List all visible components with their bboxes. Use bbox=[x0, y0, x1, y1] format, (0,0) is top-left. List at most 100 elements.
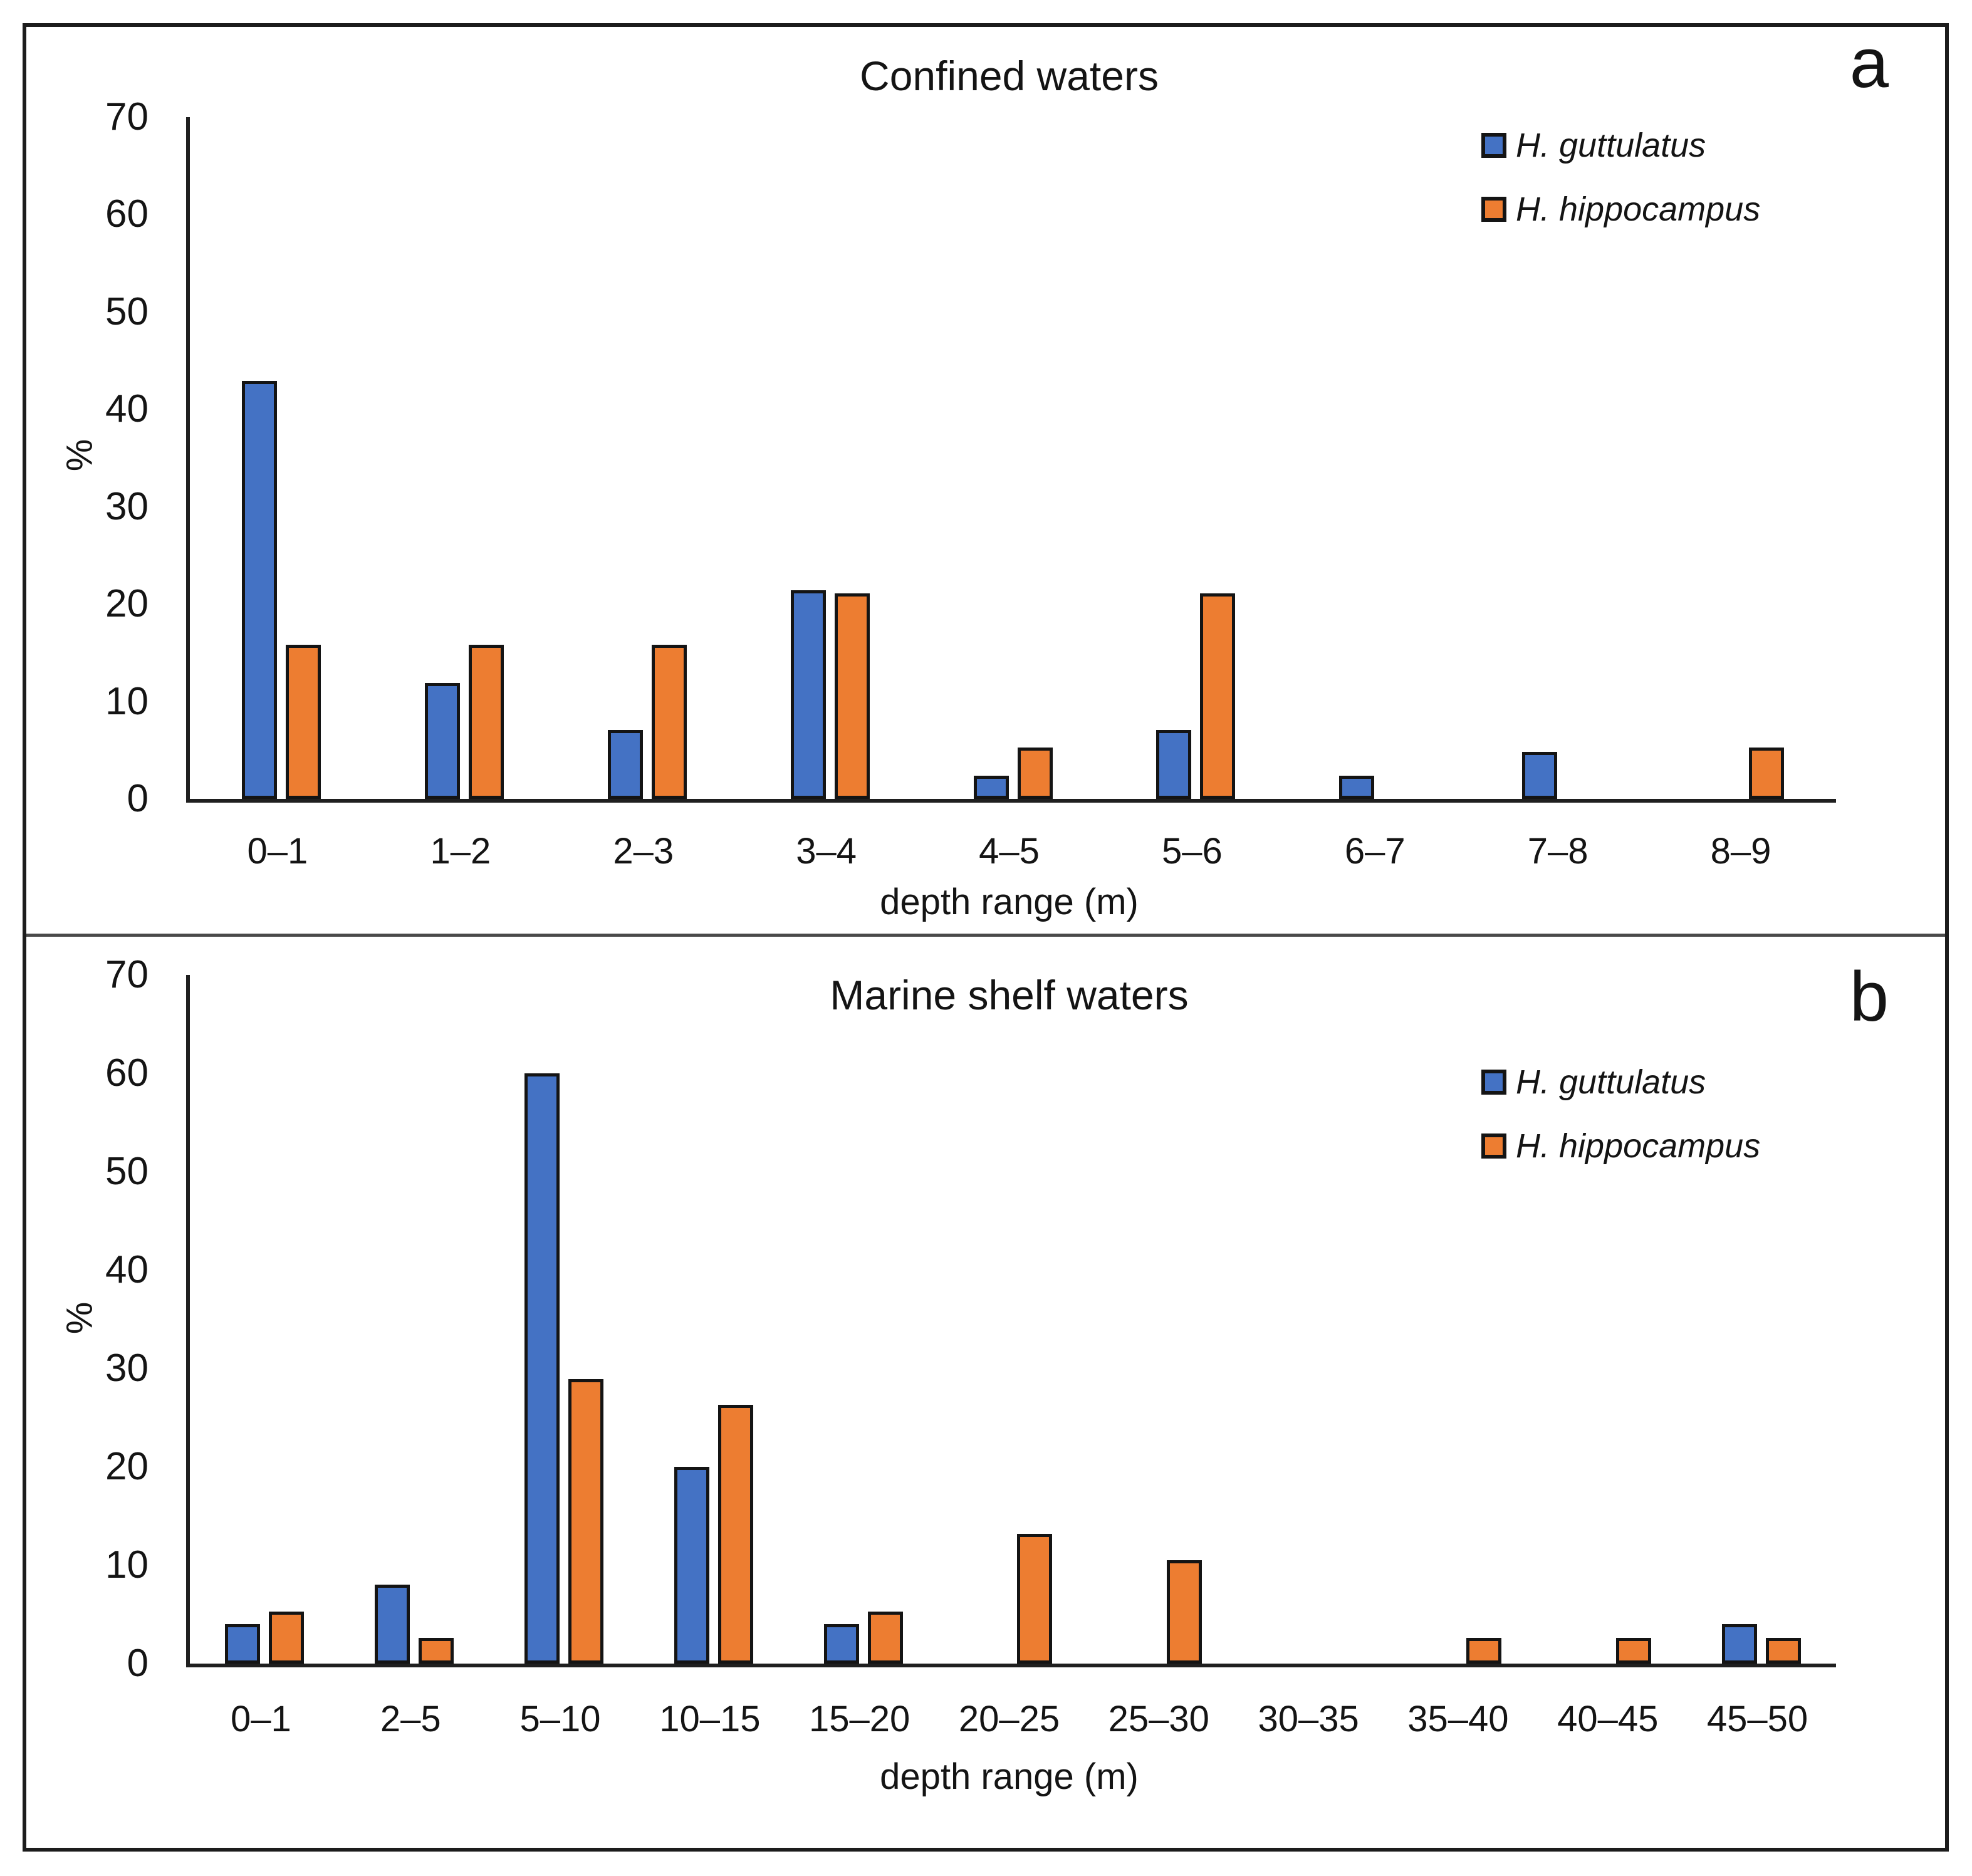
bar-group bbox=[1686, 975, 1836, 1664]
y-tick-label: 0 bbox=[127, 777, 149, 820]
bar-group bbox=[1653, 117, 1836, 799]
bar-group bbox=[739, 117, 922, 799]
bar-group bbox=[922, 117, 1105, 799]
y-tick-label: 50 bbox=[105, 289, 149, 333]
legend: H. guttulatus H. hippocampus bbox=[1481, 128, 1760, 226]
bar-group bbox=[1287, 117, 1470, 799]
y-tick-label: 50 bbox=[105, 1150, 149, 1193]
bar bbox=[1749, 747, 1785, 799]
bar bbox=[1156, 729, 1192, 799]
bar bbox=[607, 729, 643, 799]
bar bbox=[285, 645, 321, 799]
bar-group bbox=[340, 975, 489, 1664]
legend-item-guttulatus: H. guttulatus bbox=[1481, 1065, 1760, 1099]
y-tick-label: 40 bbox=[105, 387, 149, 431]
bar-group bbox=[788, 975, 938, 1664]
bar bbox=[1615, 1638, 1651, 1664]
y-tick-label: 60 bbox=[105, 1051, 149, 1095]
x-category-label: 6–7 bbox=[1344, 831, 1406, 872]
y-tick-label: 60 bbox=[105, 192, 149, 236]
bar bbox=[1466, 1638, 1501, 1664]
x-axis-title: depth range (m) bbox=[880, 1756, 1139, 1797]
bar bbox=[1339, 775, 1375, 799]
x-category-label: 7–8 bbox=[1527, 831, 1589, 872]
bar-group bbox=[190, 975, 340, 1664]
bar bbox=[1017, 747, 1053, 799]
legend-label: H. hippocampus bbox=[1516, 190, 1761, 228]
legend: H. guttulatus H. hippocampus bbox=[1481, 1065, 1760, 1163]
legend-item-hippocampus: H. hippocampus bbox=[1481, 1129, 1760, 1163]
chart-title: Confined waters bbox=[860, 53, 1159, 99]
legend-label: H. hippocampus bbox=[1516, 1127, 1761, 1165]
panel-marine-shelf-waters: b Marine shelf waters H. guttulatus H. h… bbox=[26, 937, 1945, 1848]
x-axis-labels: 0–1 2–5 5–10 10–15 15–20 20–25 25–30 30–35 35–40… bbox=[186, 1701, 1832, 1738]
bar bbox=[524, 1073, 560, 1664]
x-category-label: 5–6 bbox=[1162, 831, 1223, 872]
bar-group bbox=[1088, 975, 1238, 1664]
legend-label: H. guttulatus bbox=[1516, 127, 1706, 164]
x-axis-labels: 0–1 1–2 2–3 3–4 4–5 5–6 6–7 7–8 8–9 bbox=[186, 833, 1832, 870]
bar bbox=[1017, 1533, 1053, 1664]
panel-letter-a: a bbox=[1849, 24, 1889, 102]
bar-group bbox=[1104, 117, 1287, 799]
legend-item-guttulatus: H. guttulatus bbox=[1481, 128, 1760, 162]
bar-group bbox=[1238, 975, 1387, 1664]
bar bbox=[1200, 593, 1236, 799]
y-axis-ticks: 0 10 20 30 40 50 60 70 bbox=[26, 956, 149, 1683]
bar bbox=[225, 1624, 261, 1664]
bar bbox=[1721, 1624, 1757, 1664]
bar bbox=[834, 593, 870, 799]
x-category-label: 10–15 bbox=[659, 1699, 761, 1739]
y-tick-label: 10 bbox=[105, 1543, 149, 1587]
bar-group bbox=[190, 117, 373, 799]
panel-letter-b: b bbox=[1849, 957, 1889, 1036]
x-category-label: 25–30 bbox=[1108, 1699, 1209, 1739]
y-tick-label: 70 bbox=[105, 95, 149, 138]
x-category-label: 3–4 bbox=[796, 831, 857, 872]
legend-item-hippocampus: H. hippocampus bbox=[1481, 192, 1760, 226]
y-tick-label: 40 bbox=[105, 1248, 149, 1291]
bar-group bbox=[373, 117, 556, 799]
bar bbox=[674, 1467, 709, 1664]
bar bbox=[375, 1585, 410, 1664]
legend-swatch-guttulatus bbox=[1481, 1070, 1506, 1095]
x-category-label: 2–3 bbox=[613, 831, 674, 872]
bar-group bbox=[639, 975, 788, 1664]
bar bbox=[424, 683, 460, 799]
y-tick-label: 20 bbox=[105, 582, 149, 626]
plot-area bbox=[186, 117, 1836, 803]
panel-confined-waters: a Confined waters H. guttulatus H. hippo… bbox=[26, 27, 1945, 934]
legend-swatch-hippocampus bbox=[1481, 1133, 1506, 1159]
x-category-label: 0–1 bbox=[231, 1699, 291, 1739]
x-category-label: 4–5 bbox=[979, 831, 1040, 872]
x-category-label: 20–25 bbox=[958, 1699, 1060, 1739]
bar bbox=[867, 1611, 903, 1664]
y-tick-label: 30 bbox=[105, 1347, 149, 1390]
bar-group bbox=[1387, 975, 1537, 1664]
legend-swatch-hippocampus bbox=[1481, 197, 1506, 222]
x-category-label: 1–2 bbox=[430, 831, 491, 872]
bar-group bbox=[938, 975, 1088, 1664]
y-tick-label: 0 bbox=[127, 1642, 149, 1685]
bar bbox=[1522, 752, 1558, 799]
bar bbox=[823, 1624, 859, 1664]
bar bbox=[1765, 1638, 1801, 1664]
figure-frame: a Confined waters H. guttulatus H. hippo… bbox=[23, 23, 1949, 1852]
x-category-label: 15–20 bbox=[809, 1699, 910, 1739]
bar-group bbox=[1536, 975, 1686, 1664]
bar bbox=[419, 1638, 454, 1664]
legend-label: H. guttulatus bbox=[1516, 1063, 1706, 1101]
bar-group bbox=[489, 975, 639, 1664]
x-category-label: 30–35 bbox=[1258, 1699, 1359, 1739]
x-category-label: 8–9 bbox=[1710, 831, 1771, 872]
bar bbox=[1167, 1560, 1203, 1664]
y-tick-label: 30 bbox=[105, 484, 149, 528]
bar bbox=[568, 1379, 604, 1664]
x-category-label: 5–10 bbox=[519, 1699, 601, 1739]
x-category-label: 40–45 bbox=[1557, 1699, 1659, 1739]
bar bbox=[717, 1405, 753, 1664]
x-axis-title: depth range (m) bbox=[880, 882, 1139, 922]
panel-divider bbox=[26, 934, 1945, 937]
y-tick-label: 70 bbox=[105, 953, 149, 996]
y-tick-label: 10 bbox=[105, 679, 149, 723]
